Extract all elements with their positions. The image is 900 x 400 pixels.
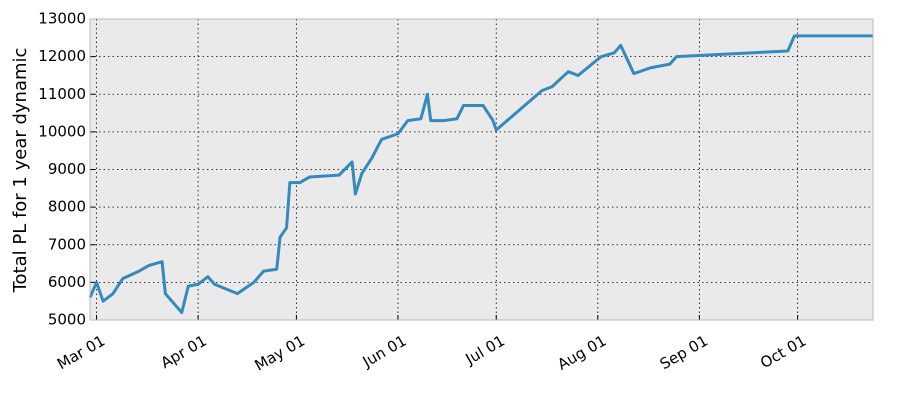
x-tick-label: May 01 [251, 332, 308, 375]
y-tick-label: 12000 [38, 47, 86, 65]
x-tick-label: Apr 01 [158, 332, 210, 372]
x-tick-label: Mar 01 [54, 332, 108, 374]
x-tick-label: Sep 01 [657, 332, 711, 374]
x-tick-label: Jul 01 [462, 332, 508, 369]
plot-frame [89, 18, 874, 321]
y-tick-label: 10000 [38, 122, 86, 140]
y-tick-label: 5000 [48, 311, 86, 329]
x-tick-label: Aug 01 [554, 332, 609, 374]
y-tick-label: 6000 [48, 273, 86, 291]
line [88, 34, 873, 314]
y-tick-label: 11000 [38, 85, 86, 103]
x-tick-label: Jun 01 [359, 332, 410, 372]
y-axis-label: Total PL for 1 year dynamic [10, 48, 31, 294]
y-tick-label: 9000 [48, 160, 86, 178]
x-tick-label: Oct 01 [757, 332, 809, 372]
y-tick-label: 7000 [48, 235, 86, 253]
y-tick-label: 8000 [48, 198, 86, 216]
y-tick-label: 13000 [38, 10, 86, 28]
